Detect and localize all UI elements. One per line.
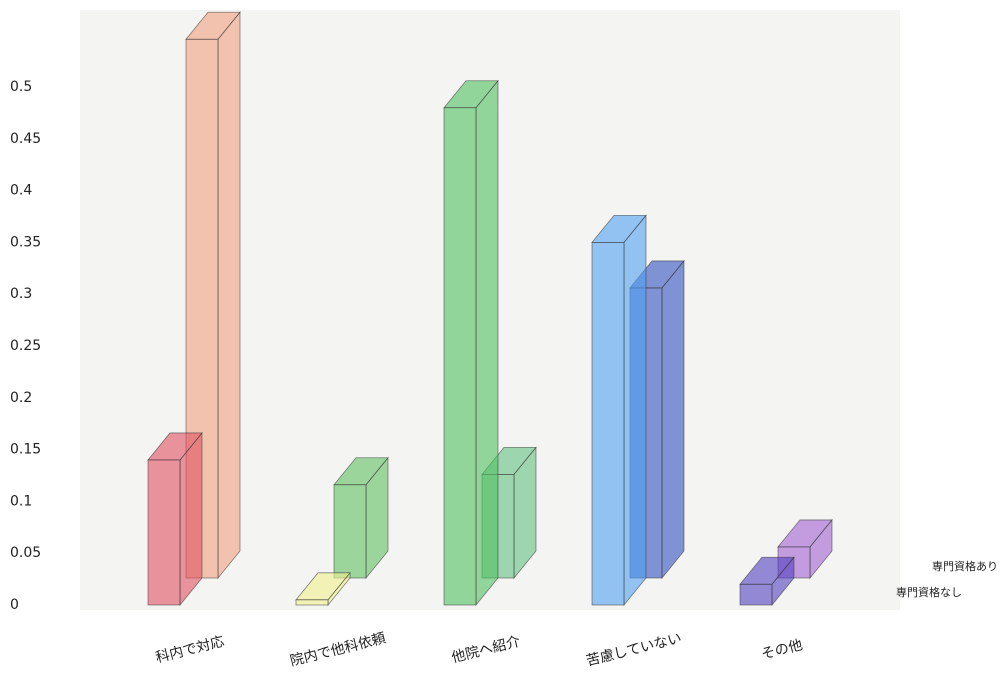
legend-label: 専門資格あり — [932, 559, 998, 573]
bar-side — [179, 431, 203, 607]
x-tick-label: 苦慮していない — [585, 630, 684, 669]
y-tick-label: 0.4 — [10, 183, 32, 199]
y-tick-label: 0.25 — [10, 338, 41, 354]
y-tick-label: 0.35 — [10, 234, 41, 250]
bar-side — [217, 11, 241, 580]
y-tick-label: 0.45 — [10, 131, 41, 147]
y-tick-label: 0.5 — [10, 79, 32, 95]
y-tick-label: 0.1 — [10, 493, 32, 509]
y-tick-label: 0.2 — [10, 390, 32, 406]
bar — [591, 241, 625, 606]
bar-side — [661, 259, 685, 580]
y-tick-label: 0.05 — [10, 545, 41, 561]
bar — [739, 583, 773, 606]
y-tick-label: 0 — [10, 597, 19, 613]
x-tick-label: 科内で対応 — [154, 634, 226, 666]
legend-label: 専門資格なし — [896, 585, 962, 599]
bar-side — [475, 79, 499, 607]
bar — [333, 484, 367, 579]
x-tick-label: 院内で他科依頼 — [289, 630, 388, 669]
x-tick-label: 他院へ紹介 — [450, 634, 522, 666]
y-tick-label: 0.3 — [10, 286, 32, 302]
x-tick-label: その他 — [760, 637, 805, 663]
bar — [295, 599, 329, 606]
bar — [147, 459, 181, 606]
bar — [443, 107, 477, 606]
bar-side — [623, 214, 647, 607]
y-tick-label: 0.15 — [10, 442, 41, 458]
